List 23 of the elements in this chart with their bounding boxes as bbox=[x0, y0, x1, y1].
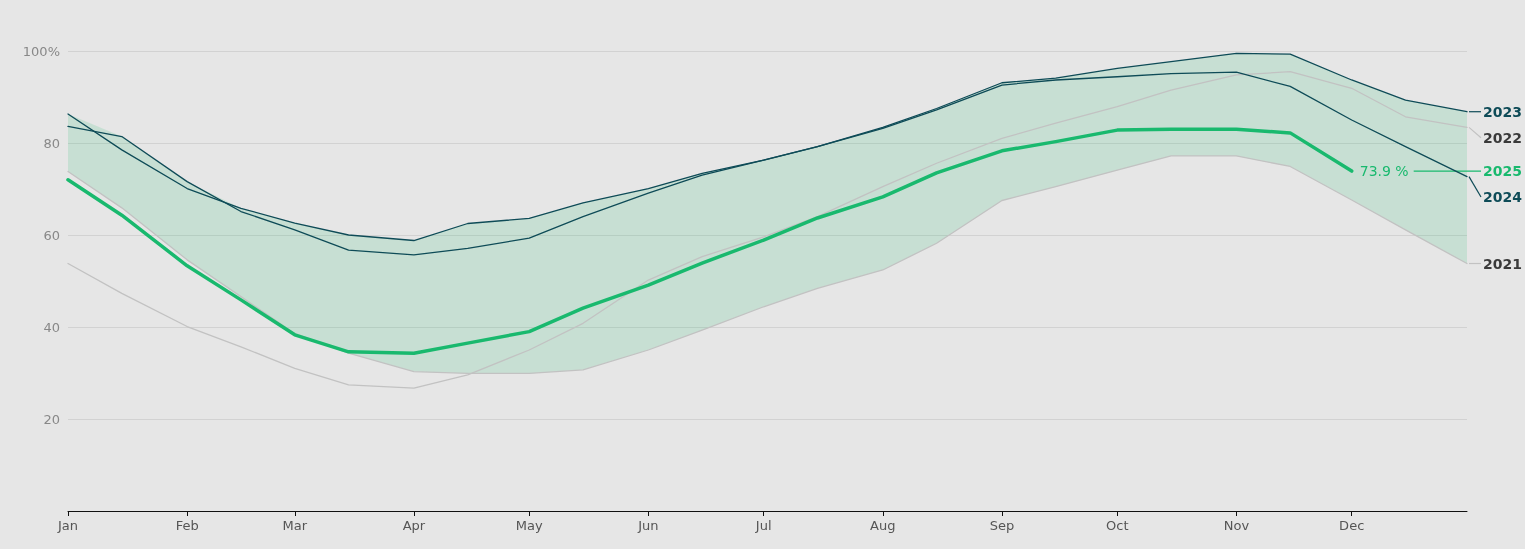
x-tick-label: Dec bbox=[1339, 518, 1365, 533]
x-tick-label: Jun bbox=[637, 518, 659, 533]
x-tick-label: Aug bbox=[870, 518, 896, 533]
data-label: 73.9 % bbox=[1359, 163, 1409, 180]
text: 2025 bbox=[1483, 163, 1522, 180]
x-tick-label: Mar bbox=[282, 518, 308, 533]
y-tick-label: 40 bbox=[43, 319, 60, 335]
series-label: 2024 bbox=[1483, 189, 1523, 206]
x-tick-label: May bbox=[515, 518, 543, 533]
x-tick-label: Feb bbox=[175, 518, 199, 533]
y-tick-label: 100% bbox=[22, 43, 60, 59]
legend-label: 2022 bbox=[1483, 129, 1522, 146]
x-tick-label: Jul bbox=[754, 518, 772, 533]
legend-label: 2021 bbox=[1483, 255, 1522, 272]
y-tick-label: 80 bbox=[43, 135, 60, 151]
legend-label: 2023 bbox=[1483, 103, 1522, 120]
y-tick-label: 20 bbox=[43, 411, 60, 427]
x-tick-label: Jan bbox=[56, 518, 79, 533]
x-tick-label: Oct bbox=[1106, 518, 1129, 533]
x-tick-label: Apr bbox=[402, 518, 426, 533]
x-tick-label: Sep bbox=[989, 518, 1015, 533]
x-tick-label: Nov bbox=[1223, 518, 1250, 533]
y-tick-label: 60 bbox=[43, 227, 60, 243]
